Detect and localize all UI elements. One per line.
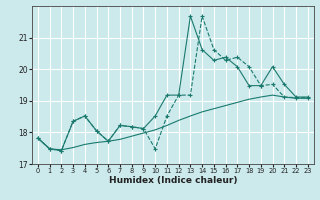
X-axis label: Humidex (Indice chaleur): Humidex (Indice chaleur) — [108, 176, 237, 185]
